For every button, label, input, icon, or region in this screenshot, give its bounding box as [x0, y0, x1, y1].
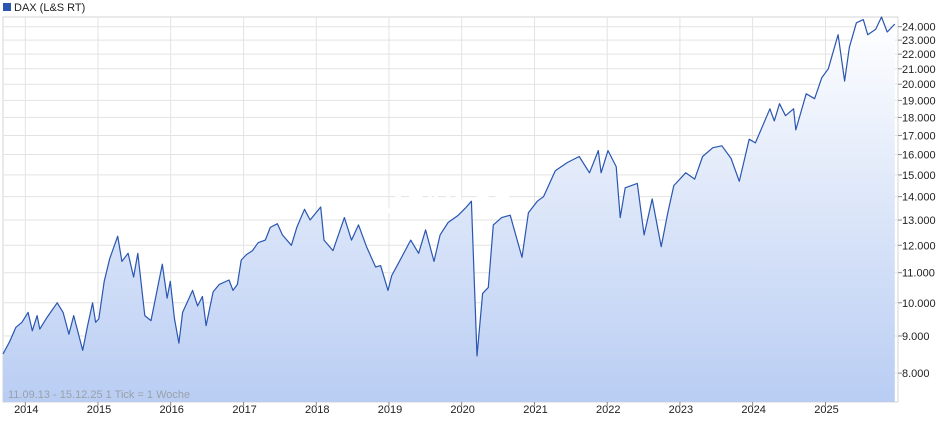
y-tick-label: 24.000 [902, 22, 936, 34]
x-tick-label: 2017 [232, 404, 256, 416]
y-tick-label: 20.000 [902, 79, 936, 91]
y-tick-label: 17.000 [902, 130, 936, 142]
x-tick-label: 2025 [814, 404, 838, 416]
legend-swatch [3, 3, 11, 11]
x-tick-label: 2014 [14, 404, 38, 416]
y-tick-label: 14.000 [902, 192, 936, 204]
y-tick-label: 23.000 [902, 35, 936, 47]
series-line-dax [2, 16, 896, 357]
x-tick-label: 2018 [305, 404, 329, 416]
y-tick-label: 22.000 [902, 49, 936, 61]
x-tick-label: 2023 [669, 404, 693, 416]
y-axis: 8.000 9.000 10.000 11.000 12.000 13.000 14.000… [898, 22, 936, 380]
y-tick-label: 11.000 [902, 268, 935, 280]
x-tick-label: 2019 [378, 404, 402, 416]
x-axis: 2014 2015 2016 2017 2018 2019 2020 2021 2022 2023… [14, 402, 839, 416]
chart-footer-note: 11.09.13 - 15.12.25 1 Tick = 1 Woche [8, 389, 190, 401]
y-tick-label: 15.000 [902, 170, 936, 182]
x-tick-label: 2024 [741, 404, 765, 416]
y-tick-label: 18.000 [902, 112, 936, 124]
y-tick-label: 10.000 [902, 298, 936, 310]
x-tick-label: 2016 [159, 404, 183, 416]
legend-label: DAX (L&S RT) [14, 2, 85, 14]
y-tick-label: 8.000 [902, 368, 930, 380]
x-tick-label: 2022 [596, 404, 620, 416]
y-tick-label: 12.000 [902, 240, 936, 252]
y-tick-label: 13.000 [902, 215, 936, 227]
legend: DAX (L&S RT) [3, 2, 85, 14]
x-tick-label: 2015 [87, 404, 111, 416]
series-area-fill [3, 17, 895, 402]
y-tick-label: 19.000 [902, 95, 936, 107]
y-tick-label: 21.000 [902, 64, 936, 76]
watermark: ARIVA.DE [386, 189, 510, 219]
y-tick-label: 9.000 [902, 331, 930, 343]
x-tick-label: 2021 [523, 404, 547, 416]
y-tick-label: 16.000 [902, 150, 936, 162]
x-tick-label: 2020 [450, 404, 474, 416]
